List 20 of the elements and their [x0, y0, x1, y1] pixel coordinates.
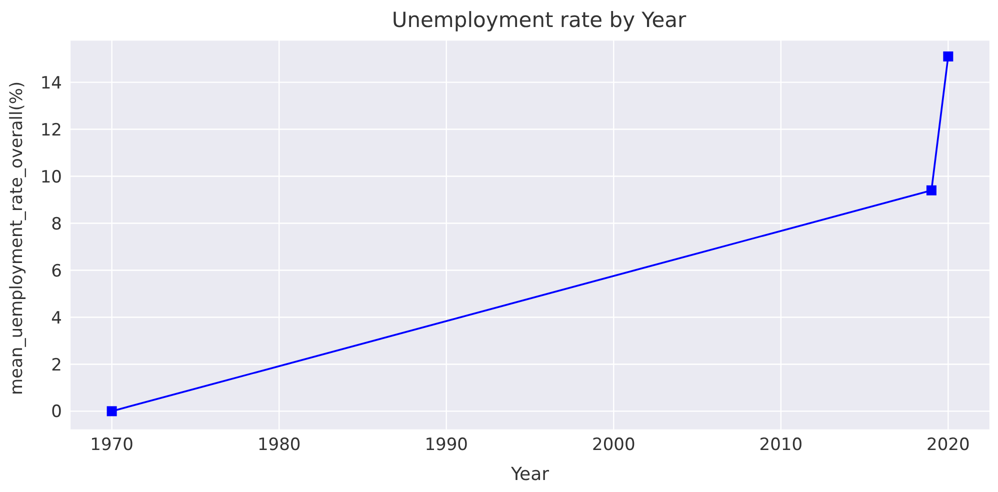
x-tick-label: 2010: [759, 435, 803, 456]
y-tick-label: 4: [51, 308, 62, 328]
x-tick-label: 1980: [257, 435, 301, 456]
y-tick-label: 12: [40, 120, 62, 140]
y-tick-label: 6: [51, 261, 62, 282]
y-tick-label: 14: [40, 73, 62, 94]
x-tick-label: 2020: [926, 435, 970, 456]
point: [943, 51, 954, 62]
x-tick-label: 2000: [592, 435, 636, 456]
point: [926, 185, 936, 196]
point: [106, 406, 117, 416]
y-tick-label: 10: [40, 167, 62, 188]
y-axis-title: mean_uemployment_rate_overall(%): [7, 81, 28, 395]
x-tick-label: 1990: [424, 435, 468, 456]
chart-title: Unemployment rate by Year: [390, 8, 688, 34]
x-axis-title: Year: [510, 464, 550, 485]
y-tick-label: 2: [51, 355, 62, 376]
y-tick-label: 8: [51, 214, 62, 234]
y-tick-label: 0: [51, 402, 62, 422]
x-tick-label: 1970: [90, 435, 134, 456]
